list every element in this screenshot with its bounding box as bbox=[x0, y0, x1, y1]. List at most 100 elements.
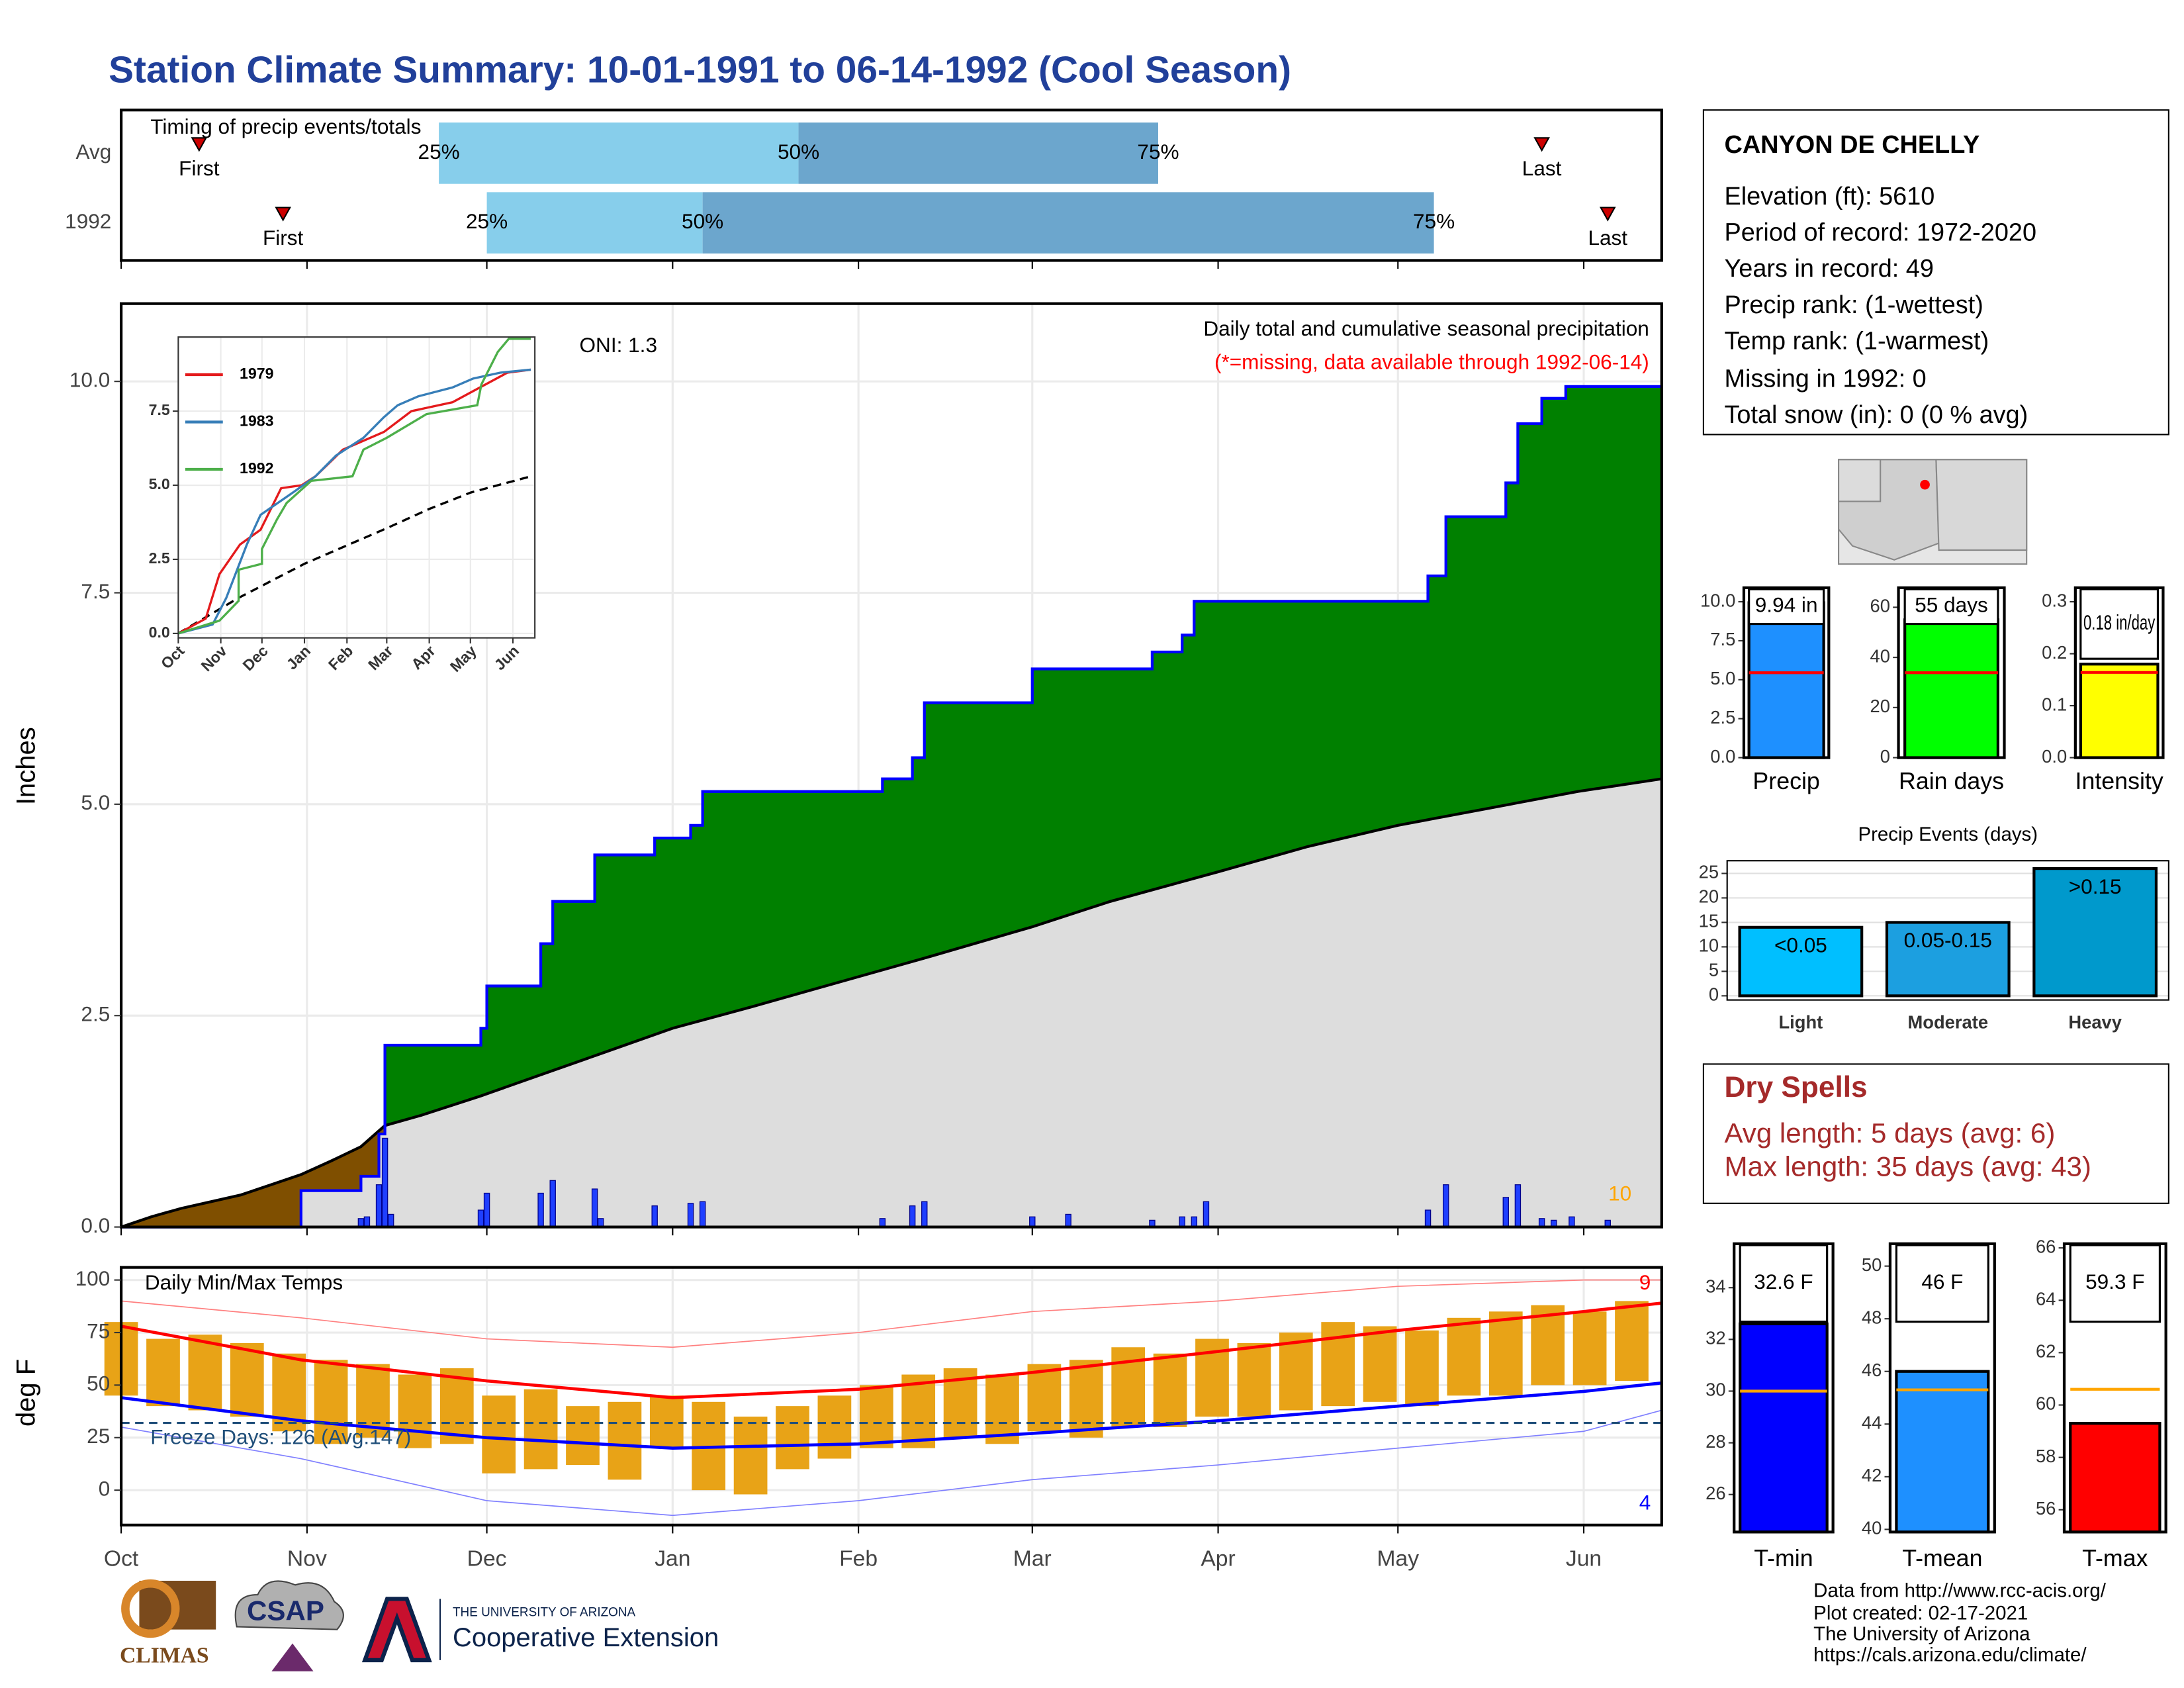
bar bbox=[1747, 601, 1825, 759]
temp-range-bar bbox=[776, 1406, 809, 1470]
category-label: Light bbox=[1778, 1012, 1823, 1033]
temp-range-bar bbox=[523, 1389, 558, 1470]
row-label: 1992 bbox=[65, 209, 111, 233]
normal-min-line bbox=[120, 1381, 1662, 1450]
y-tick-label: 0.3 bbox=[2042, 590, 2067, 610]
daily-bar bbox=[1424, 1209, 1432, 1228]
temp-range-bar bbox=[649, 1395, 684, 1448]
percent-label: 75% bbox=[1413, 209, 1455, 233]
category-label: T-max bbox=[2082, 1545, 2148, 1571]
y-axis-label: Inches bbox=[12, 727, 41, 805]
csap-shape bbox=[271, 1643, 314, 1671]
temp-range-bar bbox=[230, 1342, 264, 1417]
category-label: Moderate bbox=[1907, 1012, 1988, 1033]
station-line: Missing in 1992: 0 bbox=[1724, 365, 1926, 393]
dry-spells-title: Dry Spells bbox=[1724, 1071, 1867, 1103]
y-tick-label: 60 bbox=[1870, 596, 1890, 616]
bar bbox=[1739, 1322, 1829, 1534]
extension-text: Cooperative Extension bbox=[453, 1623, 719, 1652]
temp-range-bar bbox=[733, 1417, 768, 1495]
panel-frame bbox=[1726, 860, 2169, 1001]
legend-label: 1983 bbox=[240, 412, 274, 430]
legend-label: 1979 bbox=[240, 365, 273, 382]
daily-bar bbox=[1203, 1201, 1210, 1228]
daily-bar bbox=[1065, 1213, 1071, 1228]
footer-line: The University of Arizona bbox=[1813, 1623, 2030, 1645]
temp-range-bar bbox=[398, 1374, 432, 1448]
y-tick-label: 5.0 bbox=[81, 790, 110, 814]
timing-title: Timing of precip events/totals bbox=[150, 115, 421, 138]
y-tick-label: 42 bbox=[1862, 1465, 1882, 1485]
temp-range-bar bbox=[985, 1374, 1019, 1444]
panel-title: Precip Events (days) bbox=[1858, 823, 2038, 845]
y-tick-label: 10.0 bbox=[1700, 590, 1735, 610]
y-tick-label: 5.0 bbox=[1710, 668, 1735, 688]
timing-band bbox=[798, 122, 1158, 184]
y-tick-label: 0.0 bbox=[2042, 746, 2067, 767]
station-line: Elevation (ft): 5610 bbox=[1724, 183, 1934, 211]
daily-bar bbox=[375, 1184, 383, 1228]
y-tick-label: 2.5 bbox=[81, 1002, 110, 1026]
record-high-line bbox=[121, 1279, 1662, 1348]
climas-logo: CLIMAS bbox=[120, 1643, 209, 1667]
temp-range-bar bbox=[1488, 1311, 1523, 1396]
temp-range-bar bbox=[608, 1401, 642, 1480]
y-tick-label: 0.0 bbox=[149, 624, 170, 641]
y-tick-label: 60 bbox=[2036, 1393, 2056, 1414]
temp-range-bar bbox=[1447, 1317, 1481, 1396]
y-tick-label: 50 bbox=[1862, 1254, 1882, 1275]
x-tick-label: Jan bbox=[655, 1546, 690, 1571]
value-label-box bbox=[2069, 1244, 2161, 1323]
y-tick-label: 58 bbox=[2036, 1446, 2056, 1466]
x-tick-label: Jun bbox=[1566, 1546, 1602, 1571]
y-tick-label: 10 bbox=[1699, 935, 1719, 956]
daily-bar bbox=[483, 1192, 490, 1228]
daily-bar bbox=[699, 1201, 706, 1228]
timing-band bbox=[439, 122, 799, 184]
daily-bar bbox=[537, 1192, 544, 1228]
y-tick-label: 20 bbox=[1699, 886, 1719, 907]
y-tick-label: 5 bbox=[1709, 960, 1719, 980]
temp-range-bar bbox=[146, 1338, 180, 1407]
bar-label: 0.05-0.15 bbox=[1904, 928, 1992, 952]
x-tick-label: Feb bbox=[839, 1546, 878, 1571]
x-tick-label: Apr bbox=[1201, 1546, 1235, 1571]
cumulative-line bbox=[121, 385, 1662, 1229]
value-label-box bbox=[1895, 1244, 1989, 1323]
x-tick-label: Nov bbox=[287, 1546, 327, 1571]
y-tick-label: 28 bbox=[1706, 1431, 1725, 1452]
csap-cloud bbox=[234, 1580, 344, 1630]
y-tick-label: 48 bbox=[1862, 1307, 1882, 1327]
university-text: THE UNIVERSITY OF ARIZONA bbox=[453, 1605, 636, 1619]
series-line bbox=[178, 368, 531, 635]
daily-bar bbox=[381, 1137, 388, 1228]
y-tick-label: 100 bbox=[75, 1266, 111, 1290]
percent-label: 75% bbox=[1137, 140, 1179, 164]
x-tick-label: Oct bbox=[104, 1546, 139, 1571]
climas-shape bbox=[121, 1579, 180, 1638]
temp-range-bar bbox=[482, 1395, 516, 1474]
temp-range-bar bbox=[1363, 1326, 1397, 1402]
percent-label: 25% bbox=[418, 140, 460, 164]
y-tick-label: 0 bbox=[1880, 746, 1890, 767]
daily-bar bbox=[1191, 1216, 1198, 1228]
value-label-box bbox=[2079, 588, 2160, 660]
value-label: 59.3 F bbox=[2085, 1270, 2144, 1293]
y-tick-label: 0 bbox=[1709, 984, 1719, 1005]
value-label-box bbox=[1739, 1244, 1829, 1323]
y-tick-label: 15 bbox=[1699, 911, 1719, 931]
station-dot bbox=[1920, 479, 1930, 490]
logos: CLIMAS CSAP THE UNIVERSITY OF ARIZONA Co… bbox=[120, 1579, 719, 1671]
daily-bar bbox=[549, 1180, 556, 1228]
y-tick-label: 34 bbox=[1706, 1276, 1725, 1296]
temp-range-bar bbox=[1531, 1305, 1565, 1385]
plot-frame bbox=[119, 1266, 1663, 1526]
x-tick-label: Mar bbox=[1013, 1546, 1052, 1571]
temp-range-bar bbox=[1572, 1311, 1607, 1385]
temp-range-bar bbox=[566, 1406, 600, 1466]
timing-marker bbox=[1533, 137, 1550, 152]
temp-range-bar bbox=[1405, 1330, 1439, 1407]
daily-bar bbox=[1502, 1197, 1510, 1228]
temp-range-bar bbox=[1027, 1364, 1062, 1432]
y-tick-label: 66 bbox=[2036, 1236, 2056, 1256]
